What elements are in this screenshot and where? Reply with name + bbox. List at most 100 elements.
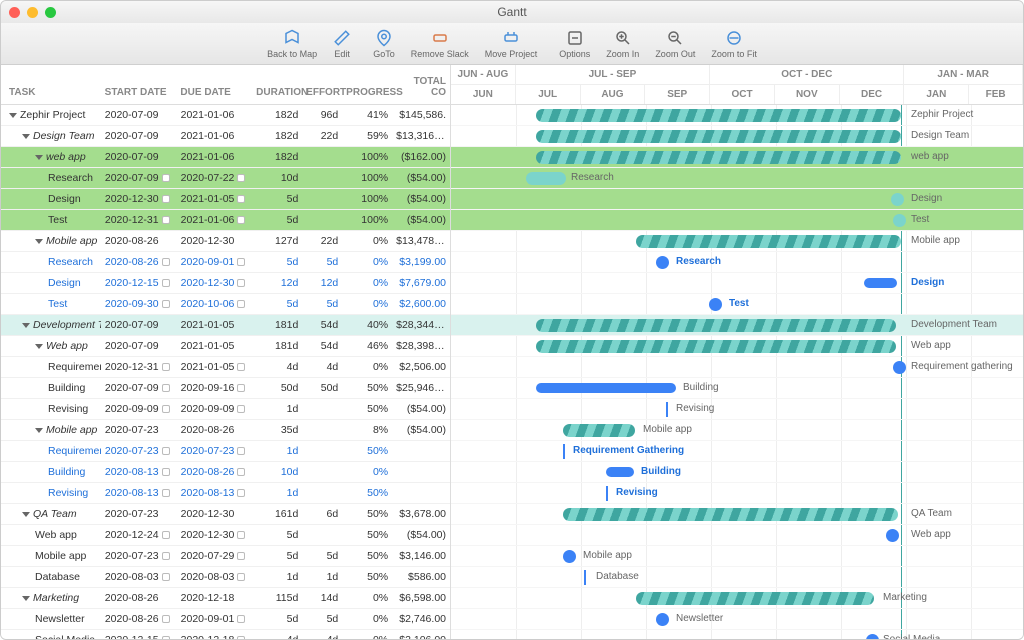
cell-due[interactable]: 2020-09-01 (177, 613, 253, 625)
date-picker-icon[interactable] (237, 300, 245, 308)
gantt-tick[interactable] (666, 402, 668, 417)
table-row[interactable]: Database2020-08-03 2020-08-03 1d1d50%$58… (1, 567, 450, 588)
cell-due[interactable]: 2020-12-18 (177, 634, 253, 639)
gantt-row[interactable]: Web app (451, 336, 1023, 357)
cell-due[interactable]: 2020-12-30 (177, 529, 253, 541)
gantt-row[interactable]: Design (451, 189, 1023, 210)
cell-start[interactable]: 2020-07-09 (101, 109, 177, 121)
date-picker-icon[interactable] (162, 384, 170, 392)
col-duration[interactable]: DURATION (252, 87, 302, 98)
gantt-bar[interactable] (536, 130, 901, 143)
gantt-row[interactable]: Mobile app (451, 546, 1023, 567)
cell-start[interactable]: 2020-08-26 (101, 613, 177, 625)
remove-slack-button[interactable]: Remove Slack (411, 29, 469, 59)
table-row[interactable]: web app2020-07-092021-01-06182d100%($162… (1, 147, 450, 168)
table-row[interactable]: Revising2020-08-13 2020-08-13 1d50% (1, 483, 450, 504)
cell-start[interactable]: 2020-07-09 (101, 340, 177, 352)
cell-due[interactable]: 2021-01-06 (177, 109, 253, 121)
disclosure-icon[interactable] (35, 428, 43, 433)
date-picker-icon[interactable] (162, 615, 170, 623)
gantt-row[interactable]: Design Team (451, 126, 1023, 147)
gantt-bar[interactable] (864, 278, 897, 288)
gantt-dot[interactable] (893, 361, 906, 374)
zoom-to-fit-button[interactable]: Zoom to Fit (711, 29, 757, 59)
table-row[interactable]: Zephir Project2020-07-092021-01-06182d96… (1, 105, 450, 126)
cell-start[interactable]: 2020-08-26 (101, 592, 177, 604)
date-picker-icon[interactable] (237, 195, 245, 203)
gantt-body[interactable]: Zephir ProjectDesign Teamweb appResearch… (451, 105, 1023, 639)
date-picker-icon[interactable] (162, 363, 170, 371)
table-row[interactable]: Design2020-12-15 2020-12-30 12d12d0%$7,6… (1, 273, 450, 294)
cell-start[interactable]: 2020-07-09 (101, 130, 177, 142)
gantt-dot[interactable] (563, 550, 576, 563)
cell-start[interactable]: 2020-12-24 (101, 529, 177, 541)
col-due[interactable]: DUE DATE (176, 87, 252, 98)
zoom-out-button[interactable]: Zoom Out (655, 29, 695, 59)
gantt-tick[interactable] (606, 486, 608, 501)
gantt-bar[interactable] (536, 319, 896, 332)
date-picker-icon[interactable] (237, 573, 245, 581)
move-project-button[interactable]: Move Project (485, 29, 538, 59)
col-task[interactable]: TASK (1, 87, 101, 98)
cell-due[interactable]: 2020-08-26 (177, 466, 253, 478)
options-button[interactable]: Options (559, 29, 590, 59)
cell-start[interactable]: 2020-07-09 (101, 319, 177, 331)
date-picker-icon[interactable] (162, 468, 170, 476)
gantt-dot[interactable] (656, 613, 669, 626)
date-picker-icon[interactable] (162, 174, 170, 182)
cell-due[interactable]: 2020-12-30 (177, 277, 253, 289)
gantt-bar[interactable] (636, 235, 901, 248)
table-row[interactable]: Mobile app2020-08-262020-12-30127d22d0%$… (1, 231, 450, 252)
date-picker-icon[interactable] (237, 216, 245, 224)
gantt-bar[interactable] (563, 508, 898, 521)
table-row[interactable]: Mobile app2020-07-23 2020-07-29 5d5d50%$… (1, 546, 450, 567)
cell-due[interactable]: 2021-01-05 (177, 340, 253, 352)
cell-start[interactable]: 2020-08-13 (101, 487, 177, 499)
goto-button[interactable]: GoTo (373, 29, 395, 59)
date-picker-icon[interactable] (162, 573, 170, 581)
date-picker-icon[interactable] (162, 216, 170, 224)
col-effort[interactable]: EFFORT (302, 87, 342, 98)
gantt-row[interactable]: Social Media (451, 630, 1023, 639)
edit-button[interactable]: Edit (333, 29, 351, 59)
gantt-row[interactable]: Building (451, 462, 1023, 483)
date-picker-icon[interactable] (162, 447, 170, 455)
gantt-row[interactable]: Research (451, 168, 1023, 189)
cell-start[interactable]: 2020-07-23 (101, 550, 177, 562)
gantt-row[interactable]: Web app (451, 525, 1023, 546)
gantt-row[interactable]: Requirement gathering (451, 357, 1023, 378)
disclosure-icon[interactable] (22, 596, 30, 601)
cell-start[interactable]: 2020-07-23 (101, 445, 177, 457)
cell-start[interactable]: 2020-12-31 (101, 361, 177, 373)
gantt-bar[interactable] (536, 109, 901, 122)
gantt-row[interactable]: Mobile app (451, 420, 1023, 441)
gantt-tick[interactable] (584, 570, 586, 585)
gantt-bar[interactable] (606, 467, 634, 477)
table-row[interactable]: Requirement ga2020-12-31 2021-01-05 4d4d… (1, 357, 450, 378)
disclosure-icon[interactable] (22, 512, 30, 517)
cell-start[interactable]: 2020-07-23 (101, 508, 177, 520)
gantt-row[interactable]: Development Team (451, 315, 1023, 336)
cell-start[interactable]: 2020-08-26 (101, 235, 177, 247)
cell-start[interactable]: 2020-09-09 (101, 403, 177, 415)
date-picker-icon[interactable] (237, 615, 245, 623)
zoom-in-button[interactable]: Zoom In (606, 29, 639, 59)
gantt-dot[interactable] (893, 214, 906, 227)
minimize-icon[interactable] (27, 7, 38, 18)
table-row[interactable]: Newsletter2020-08-26 2020-09-01 5d5d0%$2… (1, 609, 450, 630)
date-picker-icon[interactable] (162, 552, 170, 560)
gantt-row[interactable]: Design (451, 273, 1023, 294)
col-cost[interactable]: TOTAL CO (392, 76, 450, 98)
date-picker-icon[interactable] (237, 636, 245, 639)
close-icon[interactable] (9, 7, 20, 18)
date-picker-icon[interactable] (237, 552, 245, 560)
gantt-bar[interactable] (563, 424, 635, 437)
cell-due[interactable]: 2020-12-18 (177, 592, 253, 604)
table-row[interactable]: Revising2020-09-09 2020-09-09 1d50%($54.… (1, 399, 450, 420)
table-row[interactable]: Requirement Ga2020-07-23 2020-07-23 1d50… (1, 441, 450, 462)
col-start[interactable]: START DATE (101, 87, 177, 98)
date-picker-icon[interactable] (237, 279, 245, 287)
cell-due[interactable]: 2020-07-29 (177, 550, 253, 562)
gantt-bar[interactable] (526, 172, 566, 185)
disclosure-icon[interactable] (35, 344, 43, 349)
